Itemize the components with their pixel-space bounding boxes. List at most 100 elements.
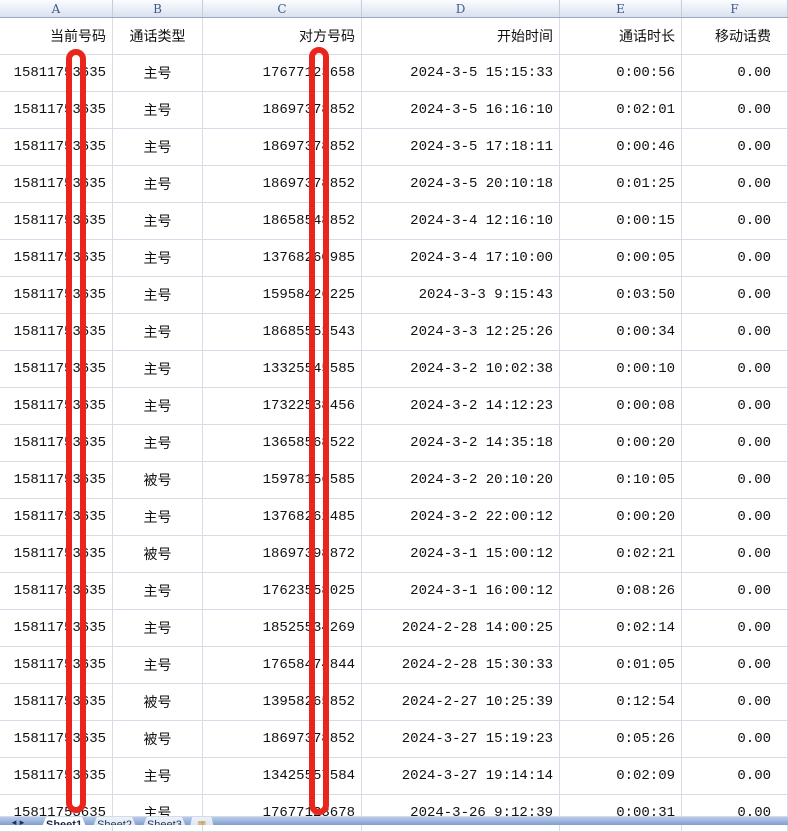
cell[interactable]: 主号 [113,129,203,166]
cell[interactable]: 0.00 [682,795,788,832]
cell[interactable]: 15811753635 [0,314,113,351]
cell[interactable]: 15811753635 [0,388,113,425]
cell[interactable]: 0.00 [682,647,788,684]
cell[interactable]: 2024-3-2 20:10:20 [362,462,560,499]
cell[interactable]: 13325545585 [203,351,362,388]
header-cell[interactable]: 移动话费 [682,18,788,55]
cell[interactable]: 15811753635 [0,499,113,536]
cell[interactable]: 18525534269 [203,610,362,647]
cell[interactable]: 主号 [113,166,203,203]
column-header-a[interactable]: A [0,0,113,17]
column-header-c[interactable]: C [203,0,362,17]
cell[interactable]: 0.00 [682,684,788,721]
cell[interactable]: 15811753635 [0,573,113,610]
cell[interactable]: 15811753635 [0,536,113,573]
cell[interactable]: 18658548852 [203,203,362,240]
cell[interactable]: 0:00:31 [560,795,682,832]
cell[interactable]: 18697378852 [203,92,362,129]
cell[interactable]: 13958265852 [203,684,362,721]
header-cell[interactable]: 开始时间 [362,18,560,55]
cell[interactable]: 主号 [113,647,203,684]
cell[interactable]: 13425557584 [203,758,362,795]
cell[interactable]: 17677123658 [203,55,362,92]
cell[interactable]: 15978156585 [203,462,362,499]
cell[interactable]: 18697378852 [203,166,362,203]
cell[interactable]: 0.00 [682,573,788,610]
cell[interactable]: 2024-3-4 12:16:10 [362,203,560,240]
cell[interactable]: 0.00 [682,610,788,647]
cell[interactable]: 0:01:25 [560,166,682,203]
header-cell[interactable]: 通话时长 [560,18,682,55]
column-header-b[interactable]: B [113,0,203,17]
cell[interactable]: 2024-3-2 22:00:12 [362,499,560,536]
cell[interactable]: 2024-2-28 15:30:33 [362,647,560,684]
cell[interactable]: 0:02:01 [560,92,682,129]
tab-scroll-next-icon[interactable]: ► [19,819,25,825]
cell[interactable]: 0:00:20 [560,499,682,536]
cell[interactable]: 主号 [113,795,203,832]
cell[interactable]: 0:10:05 [560,462,682,499]
cell[interactable]: 0.00 [682,55,788,92]
cell[interactable]: 0:12:54 [560,684,682,721]
column-header-e[interactable]: E [560,0,682,17]
column-header-d[interactable]: D [362,0,560,17]
cell[interactable]: 0.00 [682,129,788,166]
cell[interactable]: 0:00:20 [560,425,682,462]
header-cell[interactable]: 对方号码 [203,18,362,55]
cell[interactable]: 2024-3-2 14:12:23 [362,388,560,425]
cell[interactable]: 主号 [113,499,203,536]
cell[interactable]: 主号 [113,277,203,314]
cell[interactable]: 2024-3-1 15:00:12 [362,536,560,573]
cell[interactable]: 17658474844 [203,647,362,684]
cell[interactable]: 15811753635 [0,610,113,647]
cell[interactable]: 主号 [113,351,203,388]
cell[interactable]: 15811753635 [0,684,113,721]
cell[interactable]: 15811753635 [0,795,113,832]
cell[interactable]: 主号 [113,55,203,92]
cell[interactable]: 主号 [113,425,203,462]
cell[interactable]: 15811753635 [0,129,113,166]
cell[interactable]: 15811753635 [0,277,113,314]
cell[interactable]: 被号 [113,684,203,721]
cell[interactable]: 15811753635 [0,166,113,203]
cell[interactable]: 0.00 [682,166,788,203]
cell[interactable]: 2024-3-27 15:19:23 [362,721,560,758]
cell[interactable]: 主号 [113,610,203,647]
cell[interactable]: 被号 [113,721,203,758]
cell[interactable]: 17322538456 [203,388,362,425]
column-header-f[interactable]: F [682,0,788,17]
cell[interactable]: 0:02:09 [560,758,682,795]
cell[interactable]: 15811753635 [0,240,113,277]
cell[interactable]: 0:00:46 [560,129,682,166]
sheet-tab-sheet2[interactable]: Sheet2 [87,817,142,825]
cell[interactable]: 18697378852 [203,129,362,166]
cell[interactable]: 13768262485 [203,499,362,536]
cell[interactable]: 18697378852 [203,721,362,758]
cell[interactable]: 主号 [113,388,203,425]
cell[interactable]: 0:01:05 [560,647,682,684]
cell[interactable]: 0.00 [682,314,788,351]
header-cell[interactable]: 当前号码 [0,18,113,55]
cell[interactable]: 主号 [113,203,203,240]
cell[interactable]: 被号 [113,536,203,573]
cell[interactable]: 17623558025 [203,573,362,610]
cell[interactable]: 0:03:50 [560,277,682,314]
cell[interactable]: 15811753635 [0,721,113,758]
cell[interactable]: 18685552543 [203,314,362,351]
cell[interactable]: 2024-2-28 14:00:25 [362,610,560,647]
cell[interactable]: 0.00 [682,462,788,499]
cell[interactable]: 0:00:34 [560,314,682,351]
cell[interactable]: 0:00:56 [560,55,682,92]
cell[interactable]: 0:00:08 [560,388,682,425]
cell[interactable]: 0.00 [682,277,788,314]
cell[interactable]: 2024-3-27 19:14:14 [362,758,560,795]
cell[interactable]: 0.00 [682,240,788,277]
cell[interactable]: 15811753635 [0,92,113,129]
cell[interactable]: 0.00 [682,536,788,573]
cell[interactable]: 15811753635 [0,647,113,684]
cell[interactable]: 0.00 [682,351,788,388]
cell[interactable]: 0:02:21 [560,536,682,573]
cell[interactable]: 主号 [113,92,203,129]
cell[interactable]: 18697398872 [203,536,362,573]
cell[interactable]: 15811753635 [0,203,113,240]
